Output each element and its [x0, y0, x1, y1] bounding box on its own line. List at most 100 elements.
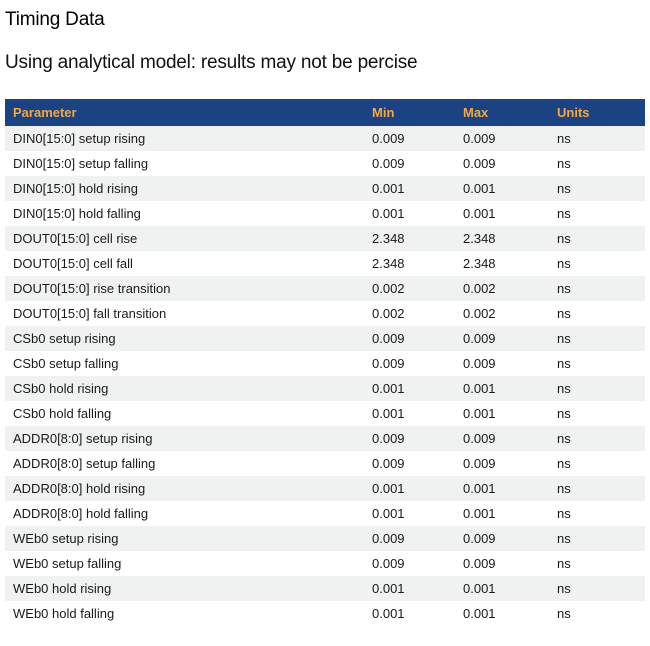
cell-units: ns [557, 276, 645, 301]
cell-max: 0.009 [463, 151, 557, 176]
cell-parameter: CSb0 hold falling [5, 401, 372, 426]
cell-min: 0.001 [372, 376, 463, 401]
cell-parameter: CSb0 hold rising [5, 376, 372, 401]
cell-parameter: DOUT0[15:0] cell fall [5, 251, 372, 276]
table-row: CSb0 hold rising 0.001 0.001 ns [5, 376, 645, 401]
cell-max: 2.348 [463, 251, 557, 276]
column-header-parameter: Parameter [5, 99, 372, 126]
table-row: DOUT0[15:0] cell rise 2.348 2.348 ns [5, 226, 645, 251]
cell-parameter: DOUT0[15:0] rise transition [5, 276, 372, 301]
cell-units: ns [557, 126, 645, 151]
cell-parameter: ADDR0[8:0] setup falling [5, 451, 372, 476]
table-row: WEb0 hold falling 0.001 0.001 ns [5, 601, 645, 626]
table-row: DIN0[15:0] setup falling 0.009 0.009 ns [5, 151, 645, 176]
table-row: DOUT0[15:0] fall transition 0.002 0.002 ns [5, 301, 645, 326]
cell-parameter: DOUT0[15:0] fall transition [5, 301, 372, 326]
cell-max: 0.001 [463, 601, 557, 626]
cell-min: 0.001 [372, 401, 463, 426]
table-row: CSb0 setup falling 0.009 0.009 ns [5, 351, 645, 376]
cell-parameter: DIN0[15:0] hold falling [5, 201, 372, 226]
timing-table: Parameter Min Max Units DIN0[15:0] setup… [5, 99, 645, 626]
cell-units: ns [557, 426, 645, 451]
cell-units: ns [557, 151, 645, 176]
cell-units: ns [557, 301, 645, 326]
cell-units: ns [557, 226, 645, 251]
cell-parameter: ADDR0[8:0] hold falling [5, 501, 372, 526]
cell-max: 0.001 [463, 576, 557, 601]
cell-min: 0.009 [372, 351, 463, 376]
cell-parameter: DIN0[15:0] setup rising [5, 126, 372, 151]
cell-max: 0.009 [463, 426, 557, 451]
cell-parameter: WEb0 hold falling [5, 601, 372, 626]
table-row: ADDR0[8:0] hold falling 0.001 0.001 ns [5, 501, 645, 526]
cell-max: 0.009 [463, 326, 557, 351]
cell-min: 0.001 [372, 601, 463, 626]
cell-parameter: ADDR0[8:0] hold rising [5, 476, 372, 501]
timing-data-page: Timing Data Using analytical model: resu… [0, 8, 650, 626]
cell-units: ns [557, 551, 645, 576]
cell-max: 0.001 [463, 376, 557, 401]
cell-min: 0.001 [372, 176, 463, 201]
cell-min: 0.009 [372, 551, 463, 576]
cell-max: 0.009 [463, 551, 557, 576]
cell-max: 0.002 [463, 301, 557, 326]
table-row: WEb0 hold rising 0.001 0.001 ns [5, 576, 645, 601]
cell-parameter: DOUT0[15:0] cell rise [5, 226, 372, 251]
page-title: Timing Data [5, 9, 105, 30]
cell-parameter: WEb0 setup falling [5, 551, 372, 576]
cell-max: 0.009 [463, 351, 557, 376]
cell-min: 0.009 [372, 126, 463, 151]
cell-units: ns [557, 401, 645, 426]
cell-min: 0.009 [372, 326, 463, 351]
cell-parameter: DIN0[15:0] hold rising [5, 176, 372, 201]
cell-units: ns [557, 201, 645, 226]
cell-min: 2.348 [372, 251, 463, 276]
cell-units: ns [557, 576, 645, 601]
table-row: CSb0 setup rising 0.009 0.009 ns [5, 326, 645, 351]
table-body: DIN0[15:0] setup rising 0.009 0.009 ns DIN0[… [5, 126, 645, 626]
cell-max: 0.009 [463, 126, 557, 151]
cell-max: 0.009 [463, 451, 557, 476]
table-row: WEb0 setup rising 0.009 0.009 ns [5, 526, 645, 551]
page-subtitle: Using analytical model: results may not … [5, 52, 418, 73]
cell-min: 0.001 [372, 576, 463, 601]
column-header-min: Min [372, 99, 463, 126]
cell-max: 0.001 [463, 401, 557, 426]
cell-max: 0.001 [463, 201, 557, 226]
cell-max: 0.001 [463, 501, 557, 526]
table-row: DIN0[15:0] hold rising 0.001 0.001 ns [5, 176, 645, 201]
cell-units: ns [557, 176, 645, 201]
cell-parameter: WEb0 hold rising [5, 576, 372, 601]
column-header-units: Units [557, 99, 645, 126]
cell-min: 0.009 [372, 426, 463, 451]
cell-parameter: CSb0 setup rising [5, 326, 372, 351]
cell-parameter: DIN0[15:0] setup falling [5, 151, 372, 176]
table-row: DOUT0[15:0] rise transition 0.002 0.002 ns [5, 276, 645, 301]
cell-units: ns [557, 351, 645, 376]
cell-parameter: CSb0 setup falling [5, 351, 372, 376]
cell-units: ns [557, 501, 645, 526]
cell-min: 0.009 [372, 526, 463, 551]
cell-units: ns [557, 451, 645, 476]
cell-min: 0.002 [372, 301, 463, 326]
cell-max: 0.001 [463, 476, 557, 501]
cell-units: ns [557, 476, 645, 501]
cell-max: 0.001 [463, 176, 557, 201]
table-row: ADDR0[8:0] setup rising 0.009 0.009 ns [5, 426, 645, 451]
cell-units: ns [557, 376, 645, 401]
cell-units: ns [557, 601, 645, 626]
table-row: ADDR0[8:0] hold rising 0.001 0.001 ns [5, 476, 645, 501]
cell-units: ns [557, 251, 645, 276]
cell-max: 2.348 [463, 226, 557, 251]
table-row: CSb0 hold falling 0.001 0.001 ns [5, 401, 645, 426]
cell-max: 0.009 [463, 526, 557, 551]
table-row: DIN0[15:0] setup rising 0.009 0.009 ns [5, 126, 645, 151]
cell-min: 2.348 [372, 226, 463, 251]
table-row: ADDR0[8:0] setup falling 0.009 0.009 ns [5, 451, 645, 476]
cell-min: 0.002 [372, 276, 463, 301]
cell-min: 0.009 [372, 451, 463, 476]
cell-min: 0.001 [372, 476, 463, 501]
cell-units: ns [557, 526, 645, 551]
cell-parameter: ADDR0[8:0] setup rising [5, 426, 372, 451]
cell-min: 0.001 [372, 501, 463, 526]
